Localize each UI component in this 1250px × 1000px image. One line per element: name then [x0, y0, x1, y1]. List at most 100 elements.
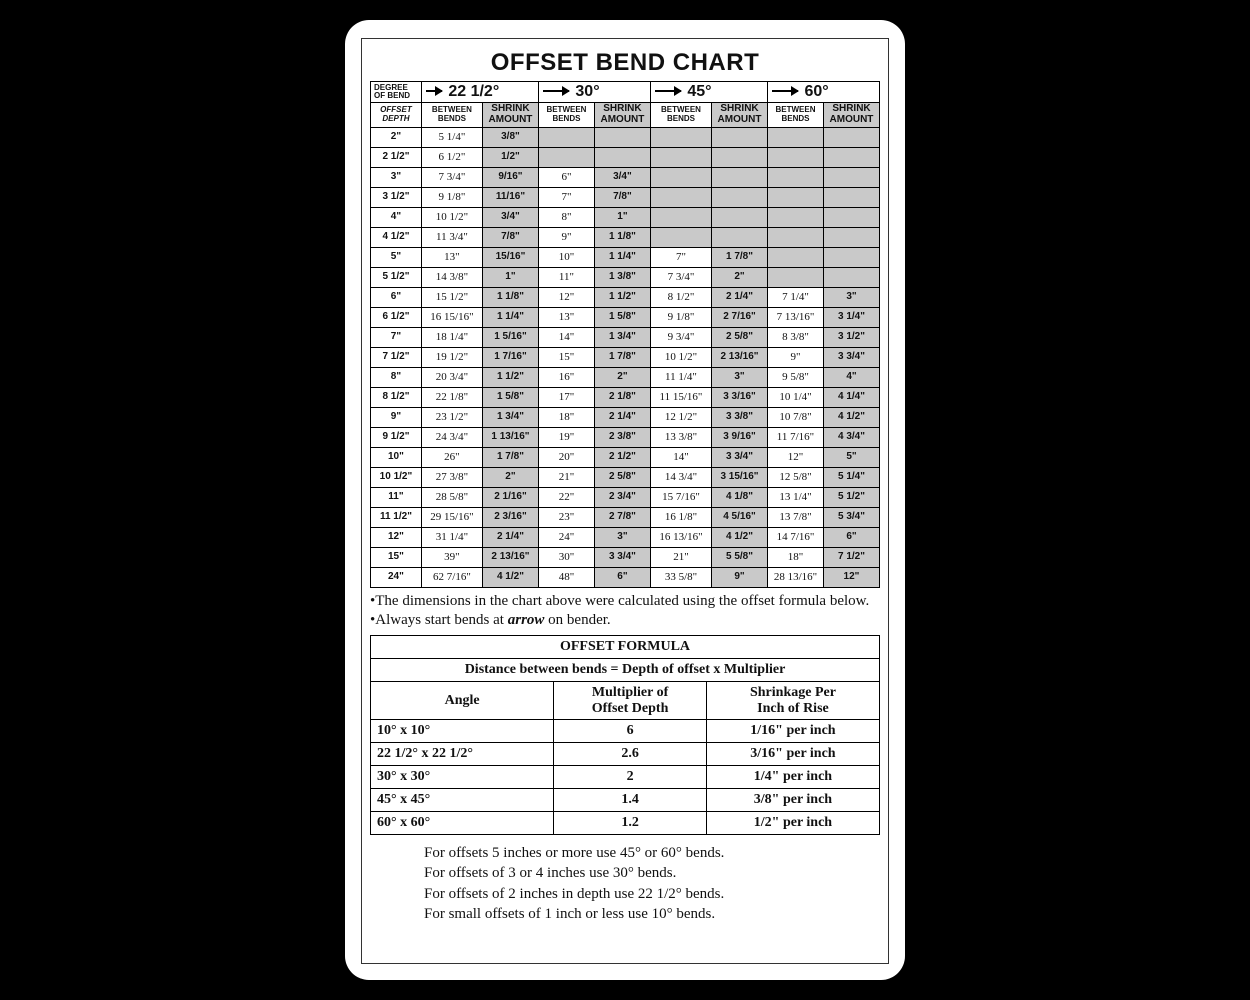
between-bends-cell	[538, 147, 594, 167]
between-bends-cell: 26"	[421, 447, 482, 467]
between-bends-cell: 11 3/4"	[421, 227, 482, 247]
between-bends-cell	[650, 227, 711, 247]
shrink-amount-cell	[823, 227, 879, 247]
offset-depth-cell: 9"	[371, 407, 422, 427]
formula-row: 22 1/2° x 22 1/2°2.63/16" per inch	[371, 743, 880, 766]
between-bends-cell	[767, 147, 823, 167]
card-border: OFFSET BEND CHART DEGREE OF BEND 22 1/2°…	[361, 38, 889, 964]
degree-header-row: DEGREE OF BEND 22 1/2° 30° 45° 60°	[371, 82, 880, 103]
between-bends-cell: 23"	[538, 507, 594, 527]
shrink-amount-cell: 5 1/2"	[823, 487, 879, 507]
offset-depth-cell: 2"	[371, 127, 422, 147]
shrink-amount-cell: 1 3/8"	[594, 267, 650, 287]
guideline-line: For small offsets of 1 inch or less use …	[424, 904, 880, 924]
between-bends-cell: 33 5/8"	[650, 567, 711, 587]
between-bends-cell: 24 3/4"	[421, 427, 482, 447]
offset-formula-table: OFFSET FORMULA Distance between bends = …	[370, 635, 880, 835]
between-bends-cell: 14 3/4"	[650, 467, 711, 487]
between-bends-cell: 7 3/4"	[421, 167, 482, 187]
between-bends-cell: 8 3/8"	[767, 327, 823, 347]
degree-60: 60°	[767, 82, 879, 103]
between-bends-cell	[767, 187, 823, 207]
between-bends-label: BETWEENBENDS	[767, 102, 823, 127]
shrink-amount-cell	[823, 187, 879, 207]
table-row: 8 1/2"22 1/8"1 5/8"17"2 1/8"11 15/16"3 3…	[371, 387, 880, 407]
sub-header-row: OFFSETDEPTH BETWEENBENDS SHRINKAMOUNT BE…	[371, 102, 880, 127]
between-bends-cell: 21"	[650, 547, 711, 567]
between-bends-cell: 11 15/16"	[650, 387, 711, 407]
shrink-amount-cell: 12"	[823, 567, 879, 587]
shrink-amount-cell: 5"	[823, 447, 879, 467]
degree-of-bend-label: DEGREE OF BEND	[371, 82, 422, 103]
between-bends-cell: 7 1/4"	[767, 287, 823, 307]
shrink-amount-cell	[712, 187, 768, 207]
between-bends-cell: 9 1/8"	[421, 187, 482, 207]
between-bends-cell: 18 1/4"	[421, 327, 482, 347]
between-bends-cell	[767, 227, 823, 247]
table-row: 8"20 3/4"1 1/2"16"2"11 1/4"3"9 5/8"4"	[371, 367, 880, 387]
shrink-amount-cell: 1"	[594, 207, 650, 227]
between-bends-label: BETWEENBENDS	[421, 102, 482, 127]
between-bends-cell: 6"	[538, 167, 594, 187]
shrink-amount-cell: 3 3/4"	[823, 347, 879, 367]
shrink-amount-cell: 2 5/8"	[712, 327, 768, 347]
between-bends-cell: 15"	[538, 347, 594, 367]
offset-depth-cell: 11"	[371, 487, 422, 507]
offset-depth-label: OFFSETDEPTH	[371, 102, 422, 127]
shrink-amount-cell: 1 1/8"	[482, 287, 538, 307]
shrink-amount-cell: 1 7/8"	[594, 347, 650, 367]
shrink-amount-cell: 1 1/4"	[482, 307, 538, 327]
shrink-amount-cell	[594, 147, 650, 167]
offset-depth-cell: 7"	[371, 327, 422, 347]
shrink-amount-cell: 1 5/8"	[594, 307, 650, 327]
formula-multiplier-cell: 2.6	[554, 743, 707, 766]
shrink-amount-cell: 2 1/4"	[482, 527, 538, 547]
shrink-amount-cell: 4 1/2"	[482, 567, 538, 587]
shrink-amount-cell: 3/8"	[482, 127, 538, 147]
between-bends-cell: 24"	[538, 527, 594, 547]
between-bends-cell	[767, 127, 823, 147]
between-bends-cell: 30"	[538, 547, 594, 567]
formula-shrinkage-cell: 1/16" per inch	[706, 720, 879, 743]
offset-depth-cell: 5"	[371, 247, 422, 267]
degree-45: 45°	[650, 82, 767, 103]
offset-depth-cell: 24"	[371, 567, 422, 587]
degree-30: 30°	[538, 82, 650, 103]
formula-angle-cell: 45° x 45°	[371, 789, 554, 812]
between-bends-cell: 9"	[767, 347, 823, 367]
between-bends-cell: 12"	[538, 287, 594, 307]
shrink-amount-cell: 1 3/4"	[482, 407, 538, 427]
shrink-amount-cell: 3 3/16"	[712, 387, 768, 407]
table-row: 5"13"15/16"10"1 1/4"7"1 7/8"	[371, 247, 880, 267]
shrink-amount-cell: 15/16"	[482, 247, 538, 267]
between-bends-cell: 15 1/2"	[421, 287, 482, 307]
between-bends-cell: 6 1/2"	[421, 147, 482, 167]
shrink-amount-cell: 2 1/4"	[594, 407, 650, 427]
between-bends-cell: 9"	[538, 227, 594, 247]
shrink-amount-cell: 1 1/8"	[594, 227, 650, 247]
between-bends-cell: 14 7/16"	[767, 527, 823, 547]
shrink-amount-cell: 1 1/2"	[594, 287, 650, 307]
formula-shrinkage-cell: 1/4" per inch	[706, 766, 879, 789]
shrink-amount-label: SHRINKAMOUNT	[594, 102, 650, 127]
between-bends-cell: 62 7/16"	[421, 567, 482, 587]
between-bends-cell: 9 1/8"	[650, 307, 711, 327]
between-bends-cell: 16"	[538, 367, 594, 387]
between-bends-cell: 13"	[538, 307, 594, 327]
shrink-amount-cell: 1 7/16"	[482, 347, 538, 367]
shrink-amount-cell: 3"	[712, 367, 768, 387]
between-bends-cell: 14 3/8"	[421, 267, 482, 287]
shrink-amount-cell	[823, 247, 879, 267]
shrink-amount-cell: 1 1/4"	[594, 247, 650, 267]
offset-depth-cell: 2 1/2"	[371, 147, 422, 167]
offset-depth-cell: 4 1/2"	[371, 227, 422, 247]
between-bends-cell: 10 1/4"	[767, 387, 823, 407]
shrink-amount-cell: 2 13/16"	[712, 347, 768, 367]
shrink-amount-cell: 3 1/2"	[823, 327, 879, 347]
shrink-amount-cell: 1 7/8"	[482, 447, 538, 467]
shrink-amount-cell: 1"	[482, 267, 538, 287]
shrink-amount-cell: 2 13/16"	[482, 547, 538, 567]
between-bends-cell: 11 7/16"	[767, 427, 823, 447]
between-bends-cell: 21"	[538, 467, 594, 487]
between-bends-cell: 22"	[538, 487, 594, 507]
